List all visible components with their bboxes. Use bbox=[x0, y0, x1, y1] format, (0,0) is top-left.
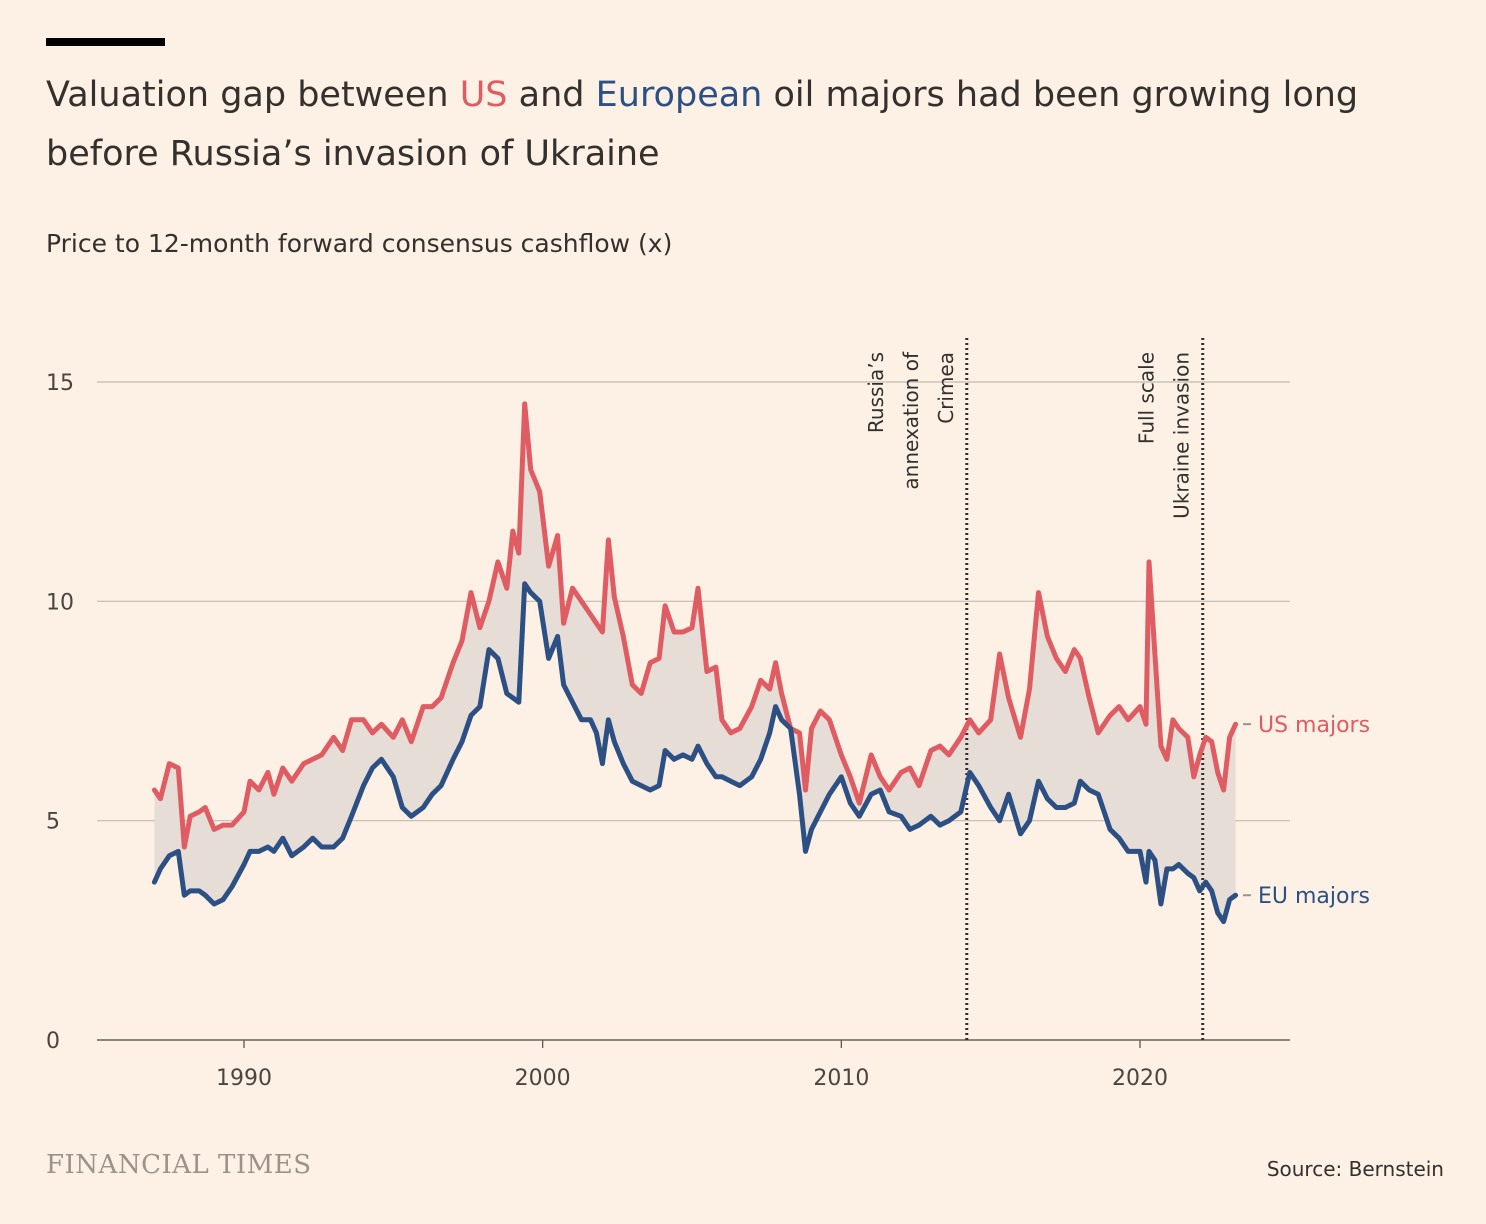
chart-title: Valuation gap between US and European oi… bbox=[46, 66, 1446, 184]
y-tick-label: 5 bbox=[46, 810, 60, 835]
title-us-highlight: US bbox=[459, 75, 508, 115]
annotation-label: Ukraine invasion bbox=[1170, 352, 1194, 519]
x-tick-label: 2010 bbox=[813, 1066, 869, 1091]
source-note: Source: Bernstein bbox=[1266, 1157, 1444, 1181]
title-part1: Valuation gap between bbox=[46, 75, 460, 115]
x-tick-label: 2020 bbox=[1112, 1066, 1168, 1091]
title-part3: oil majors had been growing long before … bbox=[46, 75, 1359, 174]
label-layer: US majors EU majors bbox=[1243, 713, 1370, 909]
grid-layer: 0 5 10 15 1990 2000 2010 2020 bbox=[46, 371, 1290, 1091]
annotation-layer: Russia’s annexation of Crimea Full scale Ukr… bbox=[864, 338, 1205, 1040]
top-rule bbox=[46, 38, 165, 46]
chart: 0 5 10 15 1990 2000 2010 2020 Russia’s annexatio… bbox=[46, 338, 1370, 1091]
ft-logo: FINANCIAL TIMES bbox=[46, 1150, 312, 1180]
gap-area-layer bbox=[154, 403, 1236, 922]
eu-majors-label: EU majors bbox=[1258, 884, 1370, 909]
y-tick-label: 15 bbox=[46, 371, 74, 396]
x-tick-label: 1990 bbox=[216, 1066, 272, 1091]
title-eu-highlight: European bbox=[595, 75, 763, 115]
annotation-label: Russia’s bbox=[864, 352, 888, 433]
eu-majors-line bbox=[151, 581, 1239, 925]
us-majors-label: US majors bbox=[1258, 713, 1370, 738]
annotation-label: Crimea bbox=[934, 352, 958, 424]
title-part2: and bbox=[507, 75, 596, 115]
chart-subtitle: Price to 12-month forward consensus cash… bbox=[46, 229, 673, 258]
valuation-gap-area bbox=[154, 403, 1236, 922]
y-tick-label: 0 bbox=[46, 1029, 60, 1054]
annotation-label: annexation of bbox=[899, 351, 923, 490]
y-tick-label: 10 bbox=[46, 590, 74, 615]
x-tick-label: 2000 bbox=[515, 1066, 571, 1091]
series-layer bbox=[151, 401, 1239, 925]
annotation-label: Full scale bbox=[1135, 352, 1159, 444]
us-majors-line bbox=[151, 401, 1239, 850]
